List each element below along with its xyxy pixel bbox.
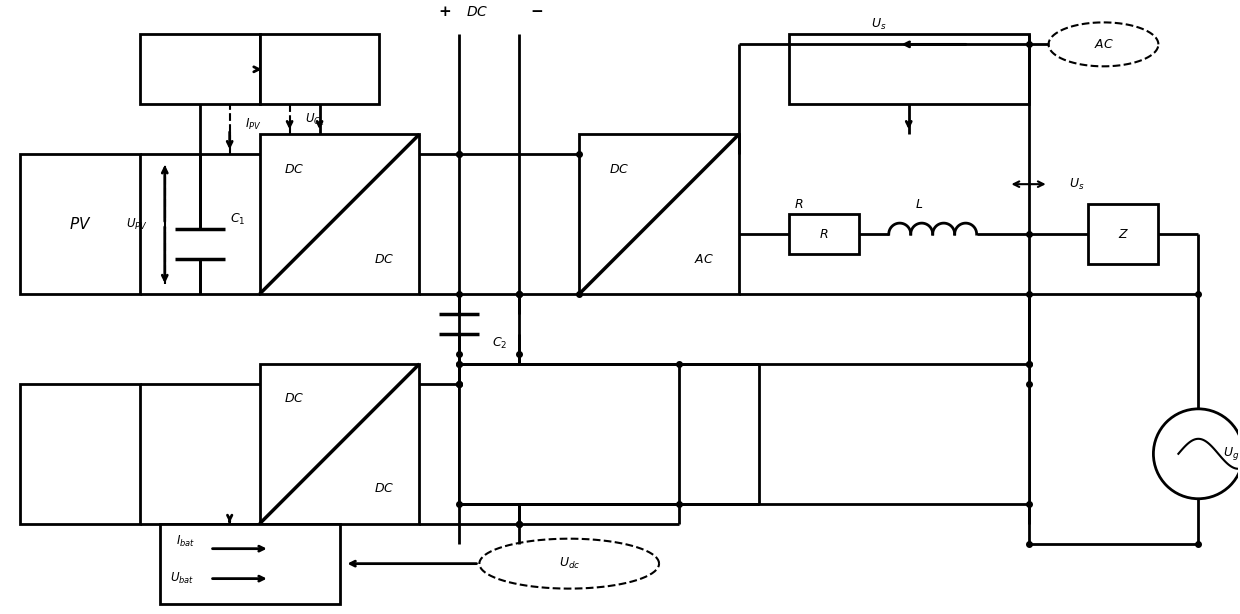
Text: $I_{PV}$: $I_{PV}$ [244,117,262,132]
Text: $U_{dc}$: $U_{dc}$ [558,556,580,571]
Bar [789,214,859,254]
Bar [160,524,340,604]
Bar [259,364,419,524]
Text: $R$: $R$ [820,228,828,241]
Text: $DC$: $DC$ [284,163,305,176]
Text: −: − [531,6,543,20]
Text: $U_g$: $U_g$ [1224,445,1240,462]
Text: $AC$: $AC$ [1094,38,1114,51]
Text: $C_2$: $C_2$ [491,336,507,351]
Text: $AC$: $AC$ [694,252,714,266]
Text: $L$: $L$ [915,198,923,211]
Text: $Z$: $Z$ [1118,228,1128,241]
Bar [20,154,140,294]
Bar [140,34,259,104]
Text: +: + [438,6,451,20]
Bar [579,134,739,294]
Text: $C_1$: $C_1$ [229,212,246,227]
Bar [259,134,419,294]
Bar [20,384,140,524]
Text: $U_s$: $U_s$ [1069,177,1084,192]
Text: $DC$: $DC$ [466,6,489,20]
Text: $U_s$: $U_s$ [870,17,887,32]
Text: $DC$: $DC$ [284,392,305,405]
Bar [1089,204,1158,264]
Bar [789,34,1028,104]
Bar [259,34,379,104]
Text: $I_{bat}$: $I_{bat}$ [176,534,195,550]
Text: $U_{PV}$: $U_{PV}$ [126,217,148,231]
Text: $DC$: $DC$ [374,252,394,266]
Bar [759,364,1028,503]
Text: $PV$: $PV$ [68,216,92,232]
Text: $U_{C_1}$: $U_{C_1}$ [305,111,324,128]
Text: $DC$: $DC$ [374,482,394,495]
Bar [459,364,680,503]
Text: $DC$: $DC$ [609,163,629,176]
Text: $R$: $R$ [794,198,804,211]
Text: $U_{bat}$: $U_{bat}$ [170,571,195,586]
